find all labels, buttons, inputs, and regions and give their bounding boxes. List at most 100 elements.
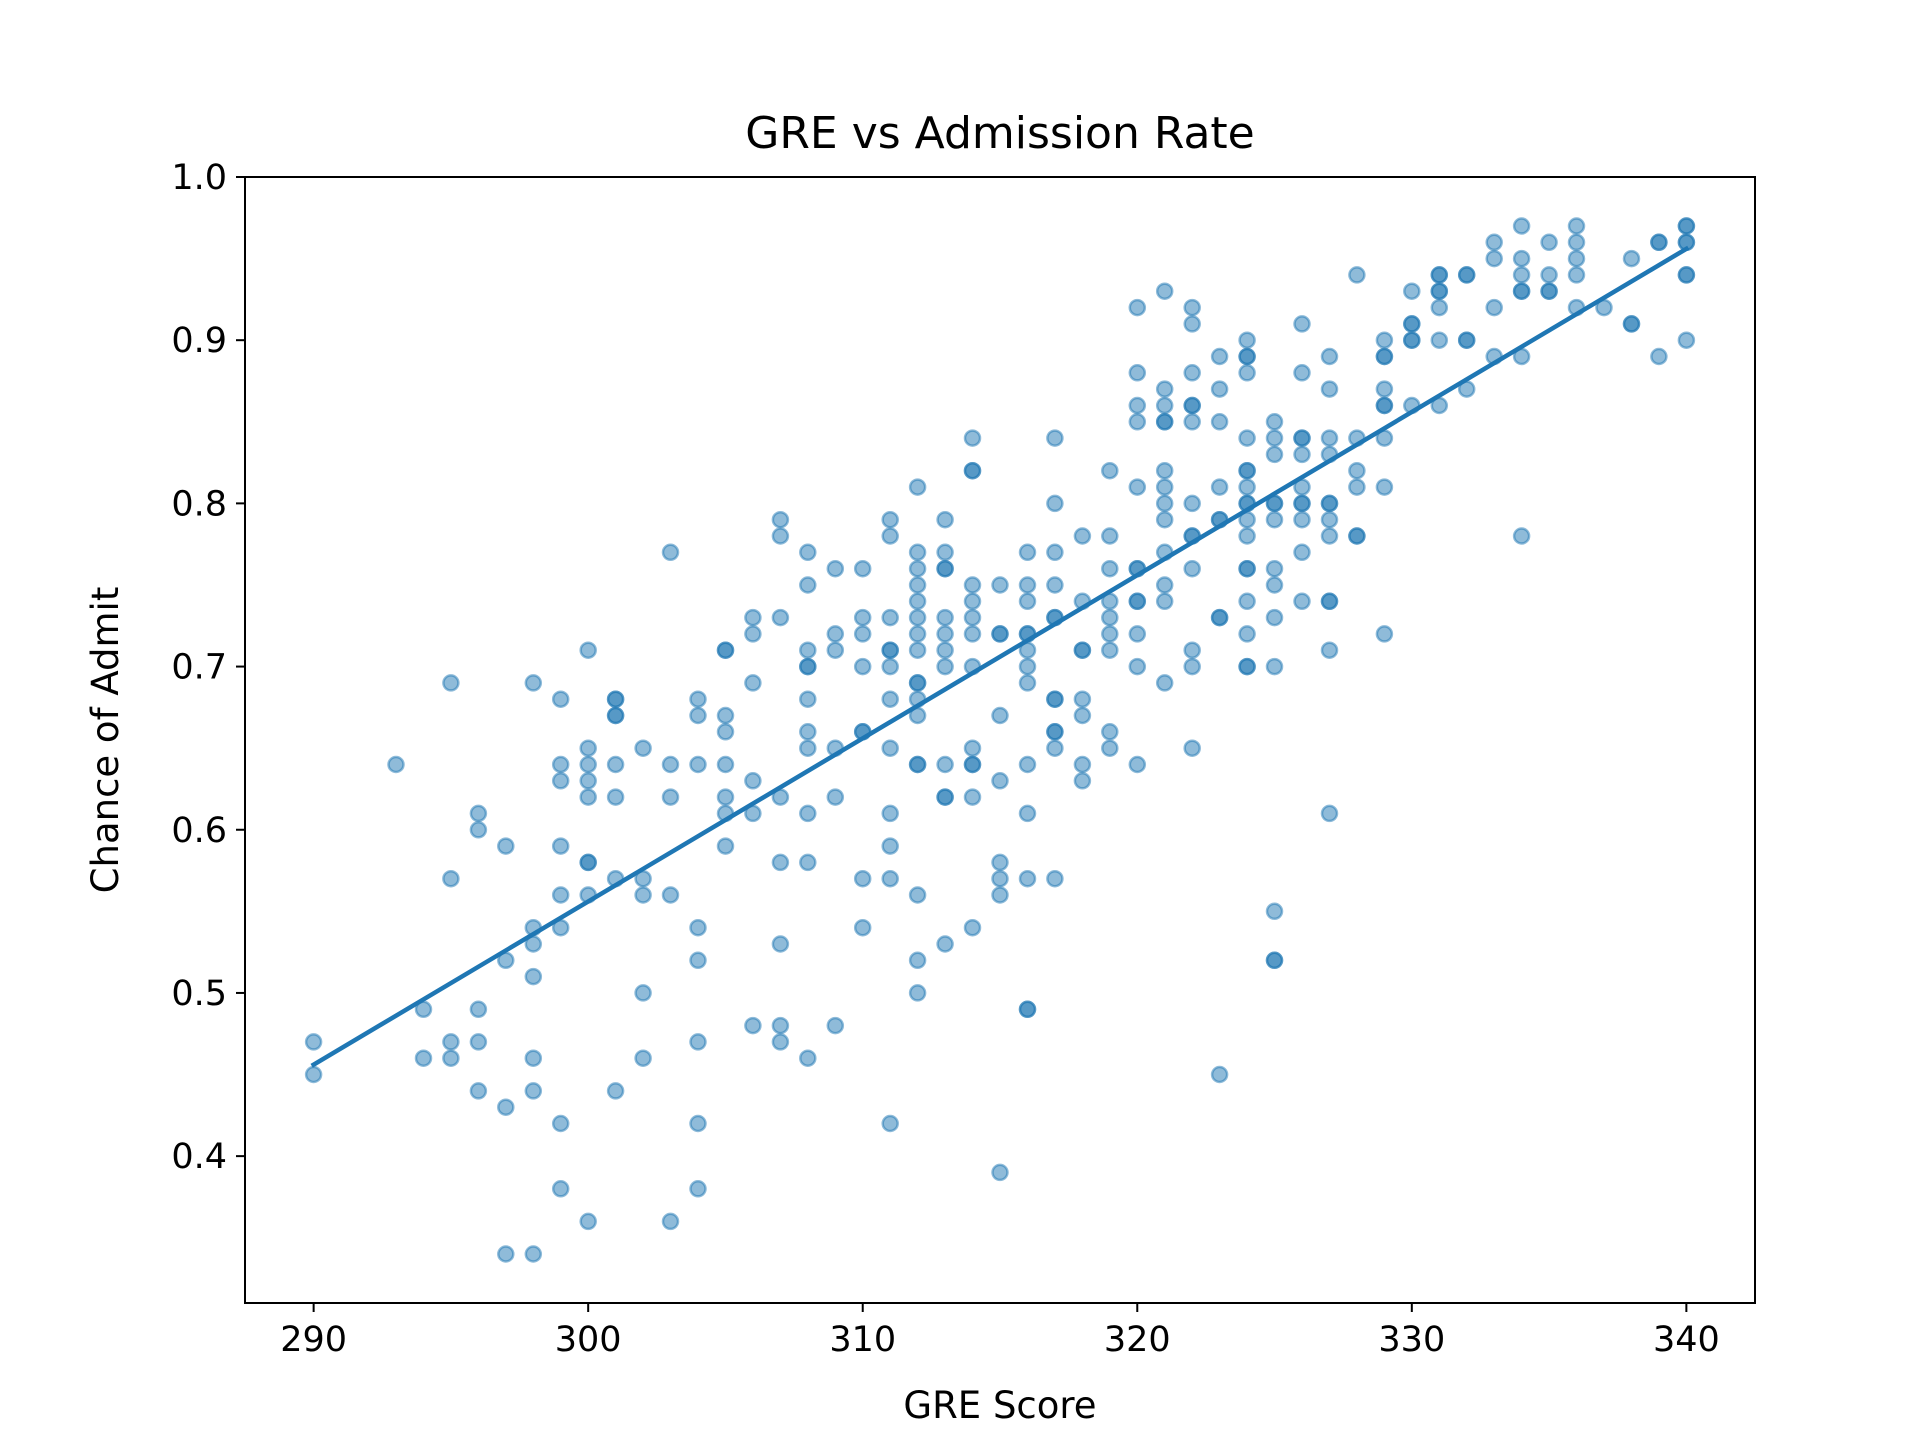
data-point (1210, 413, 1229, 431)
data-point (1622, 315, 1641, 333)
data-point (826, 559, 845, 578)
data-point (1265, 951, 1284, 970)
data-point (1128, 413, 1147, 431)
data-point (661, 788, 680, 806)
data-point (579, 755, 597, 774)
data-point (634, 739, 652, 757)
data-point (1101, 608, 1119, 627)
data-point (1046, 543, 1064, 562)
data-point (881, 657, 899, 676)
data-point (936, 755, 954, 774)
data-point (1046, 723, 1064, 741)
data-point (908, 755, 927, 774)
data-point (1155, 494, 1174, 513)
data-point (387, 755, 405, 774)
data-point (689, 918, 707, 937)
data-point (1320, 641, 1339, 659)
data-point (1238, 559, 1256, 578)
x-axis-label: GRE Score (903, 1384, 1096, 1427)
data-point (881, 690, 899, 708)
data-point (1018, 543, 1037, 562)
data-point (908, 984, 927, 1002)
data-point (908, 478, 927, 496)
data-point (1348, 266, 1366, 284)
data-point (1512, 249, 1531, 268)
data-point (689, 706, 707, 725)
data-point (908, 951, 927, 970)
data-point (1540, 266, 1558, 284)
data-point (1293, 315, 1311, 333)
data-point (1320, 429, 1339, 447)
data-point (881, 739, 899, 757)
data-point (936, 935, 954, 953)
data-point (579, 788, 597, 806)
data-point (1046, 494, 1064, 513)
data-point (716, 723, 735, 741)
data-point (963, 918, 982, 937)
data-point (716, 641, 735, 659)
data-point (1622, 249, 1641, 268)
data-point (908, 543, 927, 562)
data-point (1210, 608, 1229, 627)
data-point (606, 1082, 625, 1100)
data-point (1293, 494, 1311, 513)
data-point (1155, 282, 1174, 300)
y-axis-label: Chance of Admit (84, 587, 127, 894)
data-point (1403, 315, 1421, 333)
y-tick-label: 0.8 (171, 484, 227, 524)
data-point (853, 559, 872, 578)
data-point (963, 625, 982, 643)
data-point (771, 527, 790, 545)
data-point (1018, 1000, 1037, 1019)
data-point (1293, 429, 1311, 447)
data-point (1512, 282, 1531, 300)
data-point (579, 1212, 597, 1231)
data-point (469, 1082, 488, 1100)
data-point (1210, 347, 1229, 366)
data-point (826, 788, 845, 806)
data-point (1073, 690, 1092, 708)
data-point (771, 510, 790, 529)
data-point (1183, 739, 1201, 757)
data-point (606, 788, 625, 806)
data-point (1155, 461, 1174, 480)
data-point (1018, 869, 1037, 888)
data-point (1567, 217, 1586, 235)
data-point (936, 559, 954, 578)
y-axis-ticks: 0.4 0.5 0.6 0.7 0.8 0.9 1.0 (171, 158, 245, 1177)
data-point (1320, 494, 1339, 513)
data-point (1485, 233, 1503, 252)
data-point (1183, 315, 1201, 333)
y-tick-label: 0.4 (171, 1137, 227, 1177)
data-point (963, 788, 982, 806)
data-point (551, 690, 570, 708)
data-point (744, 625, 762, 643)
data-point (963, 755, 982, 774)
data-point (1210, 1065, 1229, 1084)
data-point (799, 690, 817, 708)
data-point (1183, 298, 1201, 317)
data-point (1155, 396, 1174, 415)
data-point (1183, 396, 1201, 415)
data-point (1375, 625, 1394, 643)
data-point (991, 625, 1009, 643)
data-point (689, 1033, 707, 1051)
data-point (1430, 266, 1449, 284)
data-point (1238, 429, 1256, 447)
data-point (1046, 739, 1064, 757)
data-point (1403, 282, 1421, 300)
data-point (963, 576, 982, 594)
data-point (1155, 413, 1174, 431)
data-point (853, 918, 872, 937)
data-point (1073, 706, 1092, 725)
data-point (1375, 347, 1394, 366)
data-point (1128, 592, 1147, 611)
data-point (1128, 625, 1147, 643)
data-point (497, 837, 515, 855)
data-point (579, 641, 597, 659)
data-point (1046, 429, 1064, 447)
data-point (634, 886, 652, 904)
data-point (1018, 674, 1037, 692)
y-tick-label: 0.9 (171, 321, 227, 361)
data-point (1320, 804, 1339, 823)
